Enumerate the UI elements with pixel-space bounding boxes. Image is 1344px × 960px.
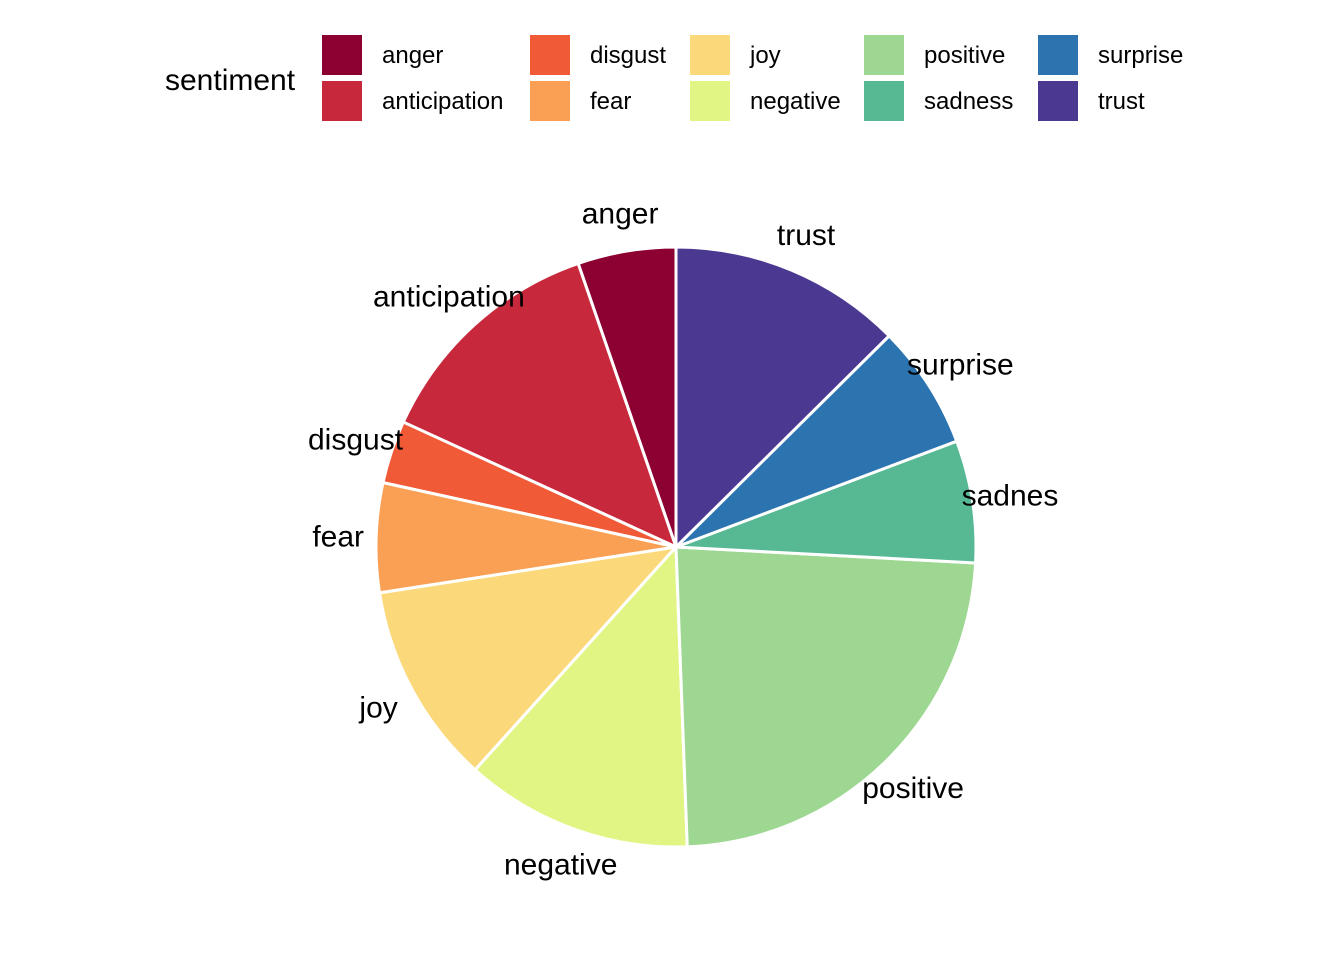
- slice-trust: [674, 245, 891, 549]
- legend-label-negative: negative: [750, 88, 841, 115]
- legend-swatch-negative: [690, 81, 730, 121]
- legend-label-joy: joy: [749, 42, 781, 69]
- legend-swatch-fear: [530, 81, 570, 121]
- slice-anticipation: [401, 261, 678, 549]
- legend-swatch-joy: [690, 35, 730, 75]
- legend-label-trust: trust: [1098, 88, 1145, 115]
- slice-label-positive: positive: [862, 772, 964, 805]
- legend: sentiment anger anticipation disgust fear jo…: [165, 35, 1183, 121]
- legend-label-positive: positive: [924, 42, 1005, 69]
- slice-label-anger: anger: [582, 198, 659, 231]
- legend-swatch-trust: [1038, 81, 1078, 121]
- legend-swatch-disgust: [530, 35, 570, 75]
- slice-surprise: [674, 334, 959, 549]
- legend-label-surprise: surprise: [1098, 42, 1183, 69]
- slice-label-surprise: surprise: [907, 348, 1014, 381]
- legend-swatch-surprise: [1038, 35, 1078, 75]
- legend-swatch-sadness: [864, 81, 904, 121]
- slice-label-disgust: disgust: [308, 424, 404, 457]
- legend-label-anticipation: anticipation: [382, 88, 503, 115]
- slice-positive: [674, 545, 978, 849]
- legend-swatch-anger: [322, 35, 362, 75]
- slice-label-trust: trust: [777, 219, 836, 252]
- legend-label-sadness: sadness: [924, 88, 1013, 115]
- slice-label-joy: joy: [358, 692, 397, 725]
- pie-slices: [374, 245, 978, 849]
- legend-swatch-anticipation: [322, 81, 362, 121]
- slice-sadness: [674, 439, 978, 565]
- slice-label-fear: fear: [312, 520, 364, 553]
- legend-swatch-positive: [864, 35, 904, 75]
- slice-label-sadness: sadnes: [962, 479, 1059, 512]
- legend-label-disgust: disgust: [590, 42, 666, 69]
- legend-label-fear: fear: [590, 88, 631, 115]
- legend-title: sentiment: [165, 64, 296, 97]
- slice-label-anticipation: anticipation: [373, 281, 525, 314]
- slice-label-negative: negative: [504, 849, 617, 882]
- slice-joy: [378, 545, 678, 772]
- slice-negative: [473, 545, 689, 849]
- legend-label-anger: anger: [382, 42, 443, 69]
- pie-slice-labels: anger anticipation disgust fear joy negative p…: [308, 198, 1058, 882]
